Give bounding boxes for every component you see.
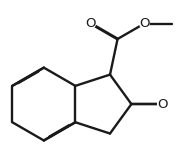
Circle shape — [158, 99, 167, 109]
Circle shape — [86, 19, 95, 28]
Circle shape — [140, 19, 149, 28]
Text: O: O — [86, 17, 96, 30]
Text: O: O — [139, 17, 150, 30]
Text: O: O — [157, 98, 168, 111]
